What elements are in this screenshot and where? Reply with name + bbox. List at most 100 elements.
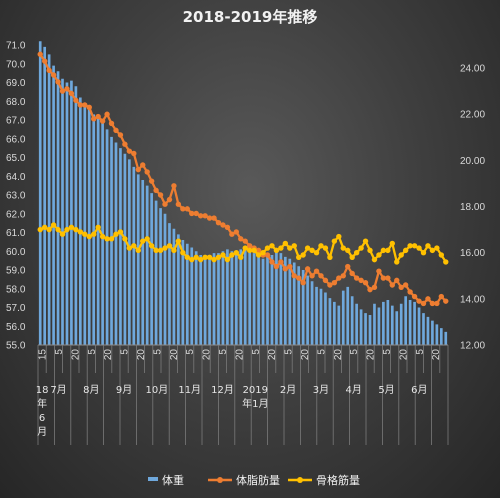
- legend-swatch-weight: [148, 477, 158, 481]
- y-axis-right: 12.00 14.00 16.00 18.00 20.00 22.00 24.00: [460, 64, 485, 352]
- point-body-fat: [59, 88, 66, 94]
- bar-weight: [56, 71, 60, 345]
- point-body-fat: [394, 277, 400, 284]
- bar-weight: [181, 240, 185, 345]
- x-day-label: 20: [202, 349, 213, 361]
- point-muscle: [380, 247, 387, 254]
- point-body-fat: [224, 224, 231, 231]
- bar-weight: [150, 193, 153, 345]
- point-muscle: [175, 238, 182, 244]
- point-body-fat: [144, 169, 150, 175]
- point-body-fat: [318, 273, 324, 279]
- point-muscle: [229, 252, 235, 258]
- point-body-fat: [64, 86, 70, 92]
- bar-weight: [194, 251, 198, 345]
- bar-weight: [319, 288, 323, 345]
- point-muscle: [104, 236, 110, 242]
- point-muscle: [59, 231, 66, 237]
- bar-weight: [426, 316, 430, 346]
- point-muscle: [358, 245, 364, 251]
- bar-weight: [226, 249, 229, 345]
- bar-weight: [199, 255, 202, 345]
- point-body-fat: [189, 210, 195, 217]
- point-body-fat: [126, 148, 133, 154]
- x-day-label: 20: [366, 349, 377, 361]
- point-muscle: [91, 231, 97, 237]
- y-left-tick-label: 59.0: [6, 266, 26, 277]
- point-body-fat: [113, 127, 119, 134]
- point-body-fat: [104, 111, 110, 117]
- point-muscle: [162, 245, 168, 251]
- point-body-fat: [313, 268, 320, 274]
- point-body-fat: [389, 282, 395, 288]
- y-left-tick-label: 67.0: [6, 116, 26, 127]
- point-body-fat: [166, 196, 173, 203]
- point-body-fat: [296, 275, 302, 281]
- bar-weight: [324, 292, 327, 345]
- legend-item-body-fat: 体脂肪量: [208, 473, 280, 487]
- point-muscle: [122, 236, 128, 242]
- point-body-fat: [345, 263, 351, 270]
- y-left-tick-label: 57.0: [6, 303, 26, 314]
- x-day-label: 5: [415, 349, 426, 355]
- bar-weight: [395, 311, 399, 345]
- point-muscle: [402, 247, 409, 254]
- bar-weight: [87, 108, 91, 345]
- point-body-fat: [162, 201, 168, 207]
- point-body-fat: [287, 263, 293, 270]
- bar-weight: [208, 255, 211, 345]
- point-body-fat: [416, 298, 422, 304]
- x-month-label: 月: [37, 426, 47, 438]
- x-month-label: 年: [37, 397, 47, 410]
- legend-label-muscle: 骨格筋量: [316, 473, 360, 487]
- point-body-fat: [117, 132, 124, 138]
- y-axis-left: 55.0 56.0 57.0 58.0 59.0 60.0 61.0 62.0 63.0 64.0…: [6, 41, 26, 352]
- point-muscle: [171, 247, 177, 254]
- x-month-label: 7月: [50, 384, 66, 396]
- bar-weight: [386, 300, 390, 345]
- x-day-label: 5: [120, 349, 131, 355]
- bar-weight: [297, 266, 301, 345]
- bar-weight: [163, 213, 167, 345]
- point-muscle: [108, 236, 115, 242]
- point-body-fat: [269, 259, 275, 265]
- x-day-label: 20: [300, 349, 311, 361]
- point-muscle: [193, 254, 199, 261]
- point-muscle: [331, 238, 338, 244]
- point-muscle: [345, 247, 351, 254]
- bar-weight: [310, 281, 314, 345]
- bar-weight: [65, 82, 69, 345]
- y-left-tick-label: 66.0: [6, 134, 26, 145]
- bar-weight: [145, 185, 149, 346]
- bar-weight: [168, 223, 171, 346]
- y-right-tick-label: 16.00: [460, 248, 485, 259]
- bar-weight: [119, 148, 122, 346]
- point-muscle: [144, 236, 150, 242]
- point-muscle: [224, 256, 231, 263]
- bar-weight: [377, 307, 381, 345]
- point-body-fat: [349, 270, 355, 277]
- point-muscle: [336, 233, 342, 240]
- point-muscle: [135, 247, 141, 254]
- y-left-tick-label: 70.0: [6, 59, 26, 70]
- y-right-tick-label: 14.00: [460, 294, 485, 305]
- x-day-label: 5: [382, 349, 393, 355]
- point-body-fat: [264, 252, 271, 258]
- point-muscle: [278, 245, 284, 251]
- point-body-fat: [300, 279, 306, 286]
- point-muscle: [153, 247, 159, 254]
- point-body-fat: [171, 183, 177, 189]
- bar-weight: [266, 256, 269, 345]
- bar-weight: [368, 315, 372, 345]
- point-muscle: [242, 245, 248, 251]
- point-body-fat: [402, 282, 409, 288]
- y-right-tick-label: 18.00: [460, 202, 485, 213]
- point-body-fat: [255, 247, 262, 254]
- point-muscle: [77, 229, 84, 235]
- bar-weight: [301, 270, 305, 345]
- x-day-label: 20: [333, 349, 344, 361]
- point-muscle: [349, 254, 355, 261]
- x-axis: 15 5 20 5 20 5 20 5 20 5 20 5 20 5 20 5 20 5 20 5 20 5 20 5 20 18…: [36, 344, 449, 445]
- bar-weight: [43, 46, 47, 346]
- point-body-fat: [82, 102, 88, 108]
